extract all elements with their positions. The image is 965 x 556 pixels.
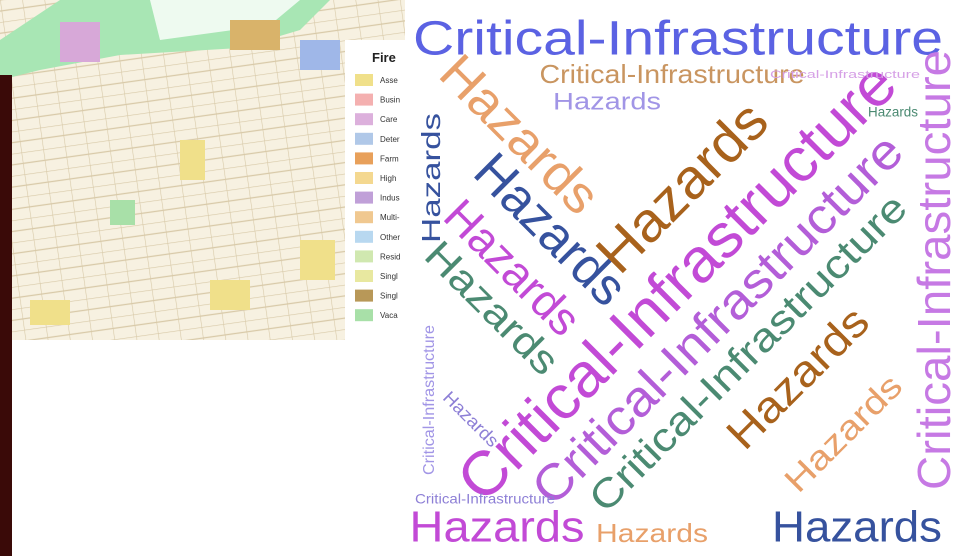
legend-swatch (355, 192, 373, 204)
collage: Fire Asse Busin Care Deter Farm High Indus Mult… (0, 0, 965, 556)
legend-item: Multi- (380, 213, 400, 222)
cloud-word: Hazards (553, 88, 661, 115)
legend-item: Busin (380, 96, 400, 105)
legend-item: Asse (380, 76, 398, 85)
legend-swatch (355, 74, 373, 86)
legend-item: High (380, 174, 396, 183)
legend-swatch (355, 270, 373, 282)
legend-item: Deter (380, 135, 400, 144)
legend-item: Singl (380, 272, 398, 281)
cloud-word: Hazards (410, 503, 585, 552)
page: Fire Asse Busin Care Deter Farm High Indus Mult… (0, 0, 965, 556)
cloud-word: Critical-Infrastructure (421, 325, 438, 475)
legend-item: Indus (380, 194, 400, 203)
parcel (300, 40, 340, 70)
cloud-word: Hazards (772, 503, 942, 552)
parcel (230, 20, 280, 50)
legend-swatch (355, 133, 373, 145)
legend-item: Other (380, 233, 400, 242)
legend-item: Resid (380, 252, 400, 261)
cloud-word: Hazards (596, 518, 708, 548)
cloud-word: Hazards (868, 104, 918, 120)
legend-item: Vaca (380, 311, 398, 320)
map: Fire Asse Busin Care Deter Farm High Indus Mult… (0, 0, 405, 556)
dark-photo-edge (0, 75, 12, 556)
parcel (180, 140, 205, 180)
legend-swatch (355, 94, 373, 106)
legend-swatch (355, 211, 373, 223)
legend-item: Singl (380, 292, 398, 301)
parcel (210, 280, 250, 310)
parcel (300, 240, 335, 280)
legend-swatch (355, 113, 373, 125)
legend-item: Farm (380, 154, 399, 163)
parcel (110, 200, 135, 225)
legend-swatch (355, 250, 373, 262)
legend-swatch (355, 172, 373, 184)
legend-swatch (355, 152, 373, 164)
parcel (30, 300, 70, 325)
legend-swatch (355, 231, 373, 243)
legend-swatch (355, 309, 373, 321)
parcel (60, 22, 100, 62)
legend-title: Fire (372, 50, 396, 65)
legend-swatch (355, 290, 373, 302)
cloud-word: Critical-Infrastructure (770, 69, 920, 81)
cloud-word: Critical-Infrastructure (415, 491, 555, 507)
legend-item: Care (380, 115, 398, 124)
cloud-word: Critical-Infrastructure (540, 59, 805, 89)
word-cloud: Critical-InfrastructureCritical-Infrastr… (405, 0, 965, 556)
